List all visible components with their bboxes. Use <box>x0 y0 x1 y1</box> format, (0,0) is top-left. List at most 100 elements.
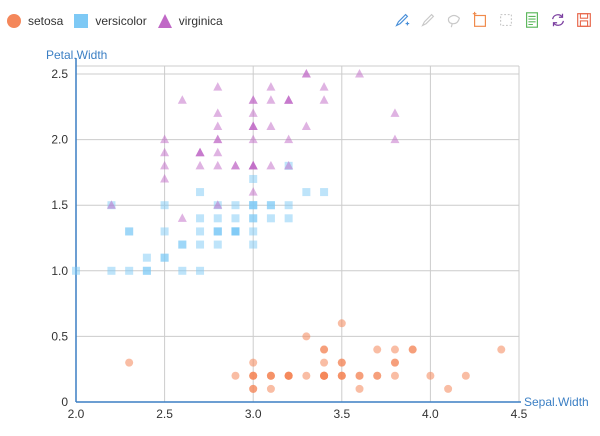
data-point <box>125 358 134 367</box>
data-point <box>319 95 329 104</box>
legend-label: versicolor <box>95 14 147 28</box>
legend-marker-circle <box>7 14 21 28</box>
restore-icon[interactable] <box>548 10 568 30</box>
data-point <box>125 266 134 275</box>
data-point <box>302 371 311 380</box>
data-point <box>320 345 329 354</box>
legend-label: setosa <box>28 14 64 28</box>
data-point <box>142 266 151 275</box>
data-point <box>320 188 329 197</box>
data-point <box>249 240 258 249</box>
data-point <box>160 160 170 170</box>
data-point <box>337 371 346 380</box>
data-point <box>373 371 382 380</box>
data-point <box>337 319 346 328</box>
legend-item-virginica[interactable]: virginica <box>157 13 223 29</box>
data-point <box>355 384 364 393</box>
data-point <box>355 69 365 78</box>
legend: setosa versicolor virginica <box>6 10 223 32</box>
brush-clear-icon[interactable] <box>418 10 438 30</box>
data-point <box>248 187 258 196</box>
data-point <box>302 332 311 341</box>
x-tick-label: 3.5 <box>333 407 350 421</box>
data-point <box>178 266 187 275</box>
data-point <box>107 266 116 275</box>
lasso-icon[interactable] <box>444 10 464 30</box>
data-point <box>142 253 151 262</box>
data-point <box>408 345 417 354</box>
data-point <box>266 201 275 210</box>
data-point <box>248 160 258 170</box>
brush-icon[interactable] <box>392 10 412 30</box>
data-point <box>355 371 364 380</box>
data-point <box>160 253 169 262</box>
data-point <box>320 358 329 367</box>
legend-item-setosa[interactable]: setosa <box>6 13 63 29</box>
data-point <box>196 266 205 275</box>
y-axis-title: Petal.Width <box>46 48 107 62</box>
data-point <box>284 214 293 223</box>
data-point <box>196 214 205 223</box>
y-tick-label: 0 <box>61 395 68 409</box>
data-point <box>160 173 170 183</box>
data-point <box>249 371 258 380</box>
data-point <box>178 240 187 249</box>
data-point <box>426 371 435 380</box>
data-point <box>249 384 258 393</box>
data-point <box>319 82 329 91</box>
data-point <box>213 147 223 157</box>
data-point <box>231 201 240 210</box>
legend-label: virginica <box>178 14 223 28</box>
data-point <box>195 147 205 157</box>
rect-select-icon[interactable] <box>470 10 490 30</box>
data-point <box>160 227 169 236</box>
data-point <box>196 227 205 236</box>
data-point <box>230 160 240 170</box>
x-tick-label: 3.0 <box>245 407 262 421</box>
data-point <box>213 82 223 91</box>
data-point <box>195 160 205 170</box>
data-point <box>302 188 311 197</box>
data-point <box>390 134 400 144</box>
data-point <box>249 358 258 367</box>
data-point <box>249 174 258 183</box>
x-axis-title: Sepal.Width <box>524 395 589 409</box>
data-point <box>249 227 258 236</box>
data-point <box>337 358 346 367</box>
data-point <box>266 121 276 130</box>
data-point <box>72 266 80 275</box>
data-point <box>213 108 223 117</box>
series-setosa <box>125 319 506 393</box>
data-point <box>213 134 223 144</box>
data-point <box>266 384 275 393</box>
data-point <box>301 121 311 130</box>
data-point <box>248 108 258 117</box>
data-point <box>177 213 187 222</box>
clear-select-icon[interactable] <box>496 10 516 30</box>
save-image-icon[interactable] <box>574 10 594 30</box>
data-point <box>461 371 470 380</box>
y-tick-label: 0.5 <box>51 329 68 343</box>
data-point <box>213 121 223 130</box>
data-point <box>249 214 258 223</box>
x-tick-label: 2.5 <box>156 407 173 421</box>
data-point <box>213 200 223 209</box>
data-point <box>266 214 275 223</box>
data-point <box>284 134 294 144</box>
data-point <box>106 200 116 209</box>
toolbox <box>392 10 594 30</box>
legend-item-versicolor[interactable]: versicolor <box>73 13 147 29</box>
data-point <box>301 69 311 78</box>
x-tick-label: 4.5 <box>511 407 528 421</box>
data-point <box>390 371 399 380</box>
data-view-icon[interactable] <box>522 10 542 30</box>
data-point <box>231 227 240 236</box>
data-point <box>266 160 276 170</box>
data-point <box>213 240 222 249</box>
data-point <box>196 188 205 197</box>
data-point <box>390 108 400 117</box>
data-point <box>284 95 294 104</box>
data-point <box>444 384 453 393</box>
data-point <box>196 240 205 249</box>
